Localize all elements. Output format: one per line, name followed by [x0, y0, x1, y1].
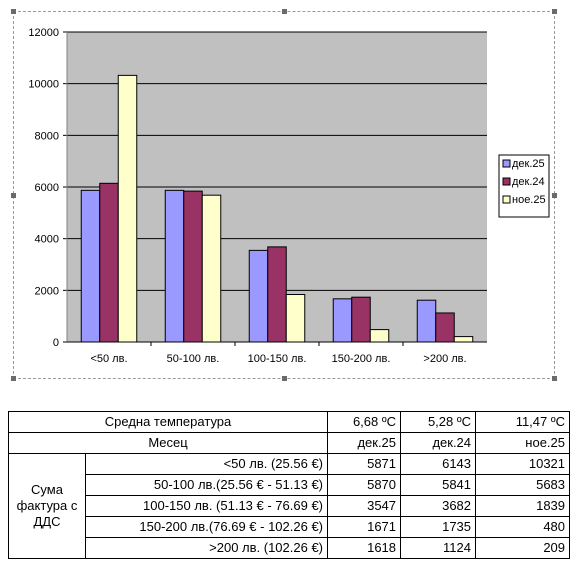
legend-swatch: [502, 159, 511, 168]
cell-value: 480: [475, 516, 571, 538]
bar: [201, 194, 222, 343]
cell-value: 5683: [475, 474, 571, 496]
cell-value: 1124: [400, 537, 477, 559]
row-label: 50-100 лв.(25.56 € - 51.13 €): [84, 474, 329, 496]
x-tick-label: 50-100 лв.: [167, 353, 220, 365]
resize-handle-right[interactable]: [552, 193, 557, 198]
data-table: Средна температура 6,68 ºC 5,28 ºC 11,47…: [7, 411, 571, 559]
y-tick-label: 2000: [35, 285, 59, 297]
table-row: 50-100 лв.(25.56 € - 51.13 €) 5870 5841 …: [9, 474, 571, 496]
legend-label: ное.25: [512, 194, 546, 206]
resize-handle-bottom[interactable]: [282, 376, 287, 381]
temperature-value: 5,28 ºC: [400, 411, 477, 433]
resize-handle-top[interactable]: [282, 9, 287, 14]
bar: [183, 190, 203, 343]
resize-handle-bottom-right[interactable]: [552, 376, 557, 381]
resize-handle-left[interactable]: [11, 193, 16, 198]
table-row: 100-150 лв. (51.13 € - 76.69 €) 3547 368…: [9, 495, 571, 517]
y-tick-label: 8000: [35, 130, 59, 142]
bar: [416, 299, 437, 343]
y-tick-label: 4000: [35, 234, 59, 246]
legend-swatch: [502, 177, 511, 186]
chart-area[interactable]: [11, 9, 557, 381]
y-tick-label: 10000: [28, 79, 59, 91]
temperature-value: 6,68 ºC: [327, 411, 402, 433]
month-label: Месец: [7, 432, 329, 454]
y-tick-label: 6000: [35, 182, 59, 194]
table-row: Сума фактура с ДДС <50 лв. (25.56 €) 587…: [8, 453, 571, 559]
x-tick-label: <50 лв.: [90, 353, 127, 365]
bar: [267, 246, 287, 343]
bar: [248, 249, 269, 343]
x-tick-label: 100-150 лв.: [248, 353, 307, 365]
bar: [369, 329, 390, 343]
bar: [435, 312, 455, 343]
bar: [164, 189, 185, 343]
x-tick-label: 150-200 лв.: [332, 353, 391, 365]
table-row: >200 лв. (102.26 €) 1618 1124 209: [9, 537, 571, 559]
cell-value: 10321: [475, 453, 571, 475]
bar-chart: 0 2000 4000 6000 8000 10000 12000 <50 лв. 50-100…: [28, 27, 550, 365]
row-label: 100-150 лв. (51.13 € - 76.69 €): [84, 495, 329, 517]
cell-value: 5870: [327, 474, 402, 496]
bar: [80, 189, 101, 343]
bar: [453, 336, 474, 343]
row-label: >200 лв. (102.26 €): [84, 537, 329, 559]
resize-handle-bottom-left[interactable]: [11, 376, 16, 381]
cell-value: 1735: [400, 516, 477, 538]
legend-swatch: [502, 195, 511, 204]
cell-value: 1671: [327, 516, 402, 538]
row-label: 150-200 лв.(76.69 € - 102.26 €): [84, 516, 329, 538]
y-tick-label: 12000: [28, 27, 59, 39]
bar: [351, 296, 371, 343]
bar: [117, 74, 138, 343]
month-value: дек.25: [327, 432, 402, 454]
cell-value: 3682: [400, 495, 477, 517]
cell-value: 6143: [400, 453, 477, 475]
temperature-label: Средна температура: [7, 411, 329, 433]
bar: [332, 298, 353, 343]
invoice-group-label: Сума фактура с ДДС: [8, 453, 86, 559]
cell-value: 5841: [400, 474, 477, 496]
cell-value: 1839: [475, 495, 571, 517]
table-row: 150-200 лв.(76.69 € - 102.26 €) 1671 173…: [9, 516, 571, 538]
cell-value: 1618: [327, 537, 402, 559]
cell-value: 209: [475, 537, 571, 559]
x-tick-label: >200 лв.: [423, 353, 466, 365]
bar: [285, 293, 306, 343]
legend-label: дек.24: [512, 176, 545, 188]
cell-value: 3547: [327, 495, 402, 517]
cell-value: 5871: [327, 453, 402, 475]
bar: [99, 182, 119, 343]
temperature-value: 11,47 ºC: [475, 411, 571, 433]
row-label: <50 лв. (25.56 €): [84, 453, 329, 475]
month-value: ное.25: [475, 432, 571, 454]
month-row: Месец дек.25 дек.24 ное.25: [7, 432, 571, 454]
legend-label: дек.25: [512, 158, 545, 170]
y-tick-label: 0: [53, 337, 59, 349]
temperature-row: Средна температура 6,68 ºC 5,28 ºC 11,47…: [7, 411, 571, 433]
resize-handle-top-right[interactable]: [552, 9, 557, 14]
resize-handle-top-left[interactable]: [11, 9, 16, 14]
month-value: дек.24: [400, 432, 477, 454]
